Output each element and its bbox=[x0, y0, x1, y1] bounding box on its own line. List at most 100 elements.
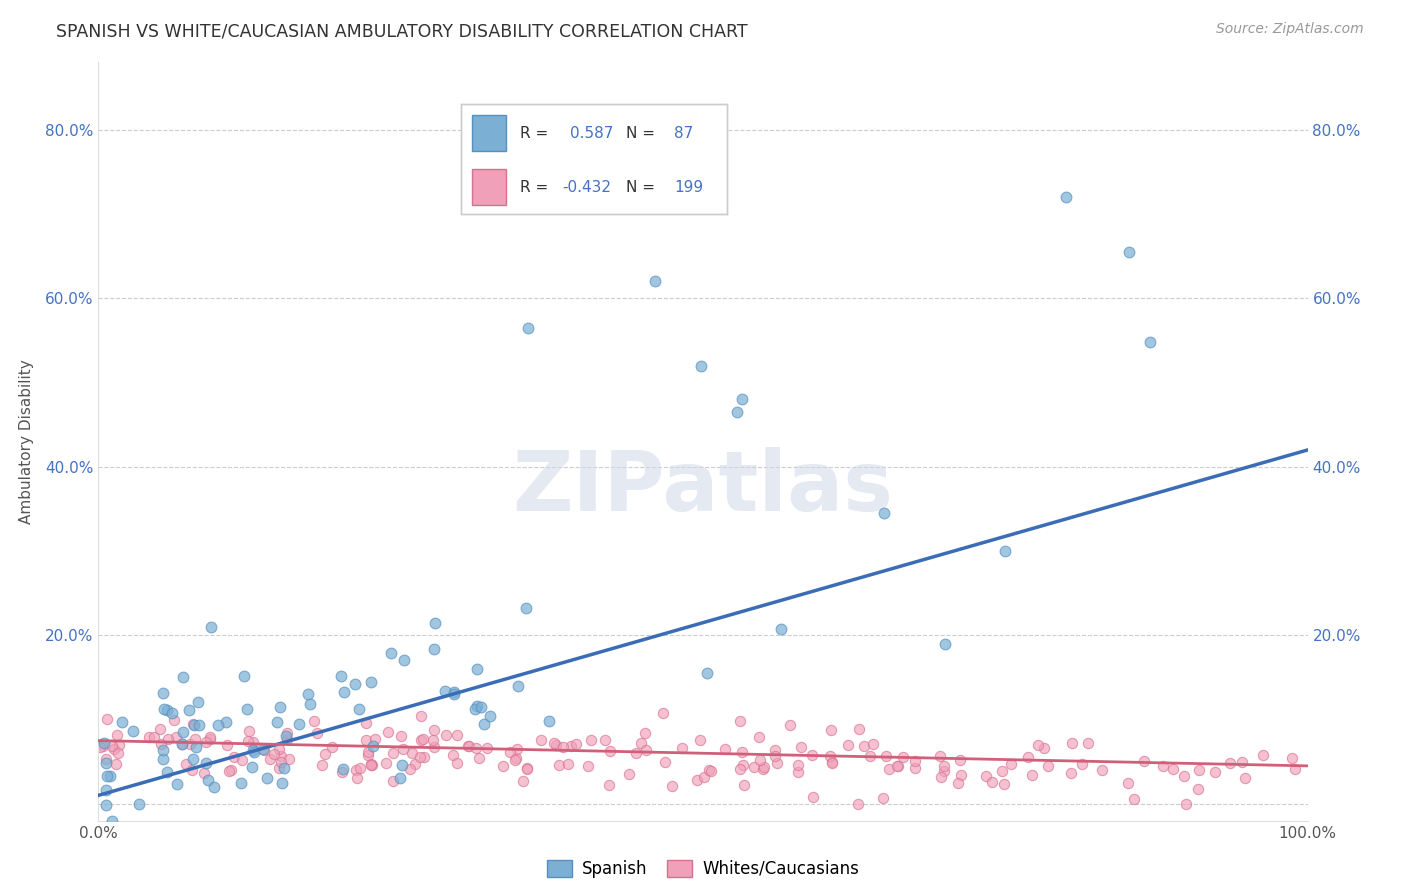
Point bbox=[96, 769, 118, 783]
Point bbox=[330, 669, 353, 683]
Point bbox=[105, 728, 128, 742]
Point bbox=[512, 773, 534, 788]
Point bbox=[949, 753, 972, 767]
Point bbox=[344, 763, 367, 777]
Point bbox=[392, 653, 415, 667]
Point bbox=[1188, 764, 1211, 778]
Point bbox=[297, 687, 319, 701]
Point bbox=[492, 759, 515, 773]
Point bbox=[548, 758, 571, 772]
Point bbox=[464, 741, 486, 756]
Point bbox=[763, 749, 786, 764]
Point bbox=[749, 753, 772, 767]
Point bbox=[886, 759, 908, 773]
Point bbox=[700, 764, 723, 778]
Point bbox=[689, 359, 711, 373]
Point bbox=[391, 729, 413, 743]
Point bbox=[193, 765, 215, 780]
Point bbox=[263, 747, 285, 761]
Point bbox=[731, 745, 754, 759]
Point bbox=[751, 762, 773, 776]
Point bbox=[685, 773, 707, 788]
Point bbox=[98, 769, 121, 783]
Point bbox=[172, 737, 194, 751]
Point bbox=[742, 760, 765, 774]
Point bbox=[929, 749, 952, 764]
Point bbox=[187, 695, 209, 709]
Point bbox=[219, 763, 242, 777]
Point bbox=[404, 757, 426, 772]
Point bbox=[859, 748, 882, 763]
Point bbox=[733, 778, 755, 792]
Point bbox=[934, 637, 956, 651]
Point bbox=[873, 506, 896, 520]
Point bbox=[1116, 776, 1139, 790]
Point bbox=[441, 747, 464, 762]
Point bbox=[1187, 781, 1209, 796]
Point bbox=[276, 726, 298, 740]
Point bbox=[787, 764, 810, 779]
Point bbox=[238, 724, 260, 739]
Point bbox=[1232, 756, 1254, 770]
Point bbox=[409, 732, 432, 747]
Point bbox=[200, 620, 222, 634]
Point bbox=[202, 780, 225, 795]
Point bbox=[183, 718, 205, 732]
Point bbox=[1139, 335, 1161, 350]
Point bbox=[593, 732, 616, 747]
Point bbox=[872, 791, 894, 805]
Point bbox=[94, 752, 117, 766]
Point bbox=[980, 775, 1002, 789]
Point bbox=[252, 742, 274, 756]
Text: ZIPatlas: ZIPatlas bbox=[513, 447, 893, 527]
Point bbox=[474, 717, 496, 731]
Point bbox=[155, 764, 177, 779]
Point bbox=[179, 737, 201, 751]
Point bbox=[714, 742, 737, 756]
Point bbox=[458, 739, 481, 753]
Point bbox=[434, 728, 457, 742]
Point bbox=[392, 742, 415, 756]
Point bbox=[91, 739, 114, 753]
Point bbox=[111, 715, 134, 730]
Point bbox=[409, 708, 432, 723]
Point bbox=[184, 731, 207, 746]
Point bbox=[346, 771, 368, 785]
Point bbox=[516, 762, 538, 776]
Point bbox=[299, 697, 322, 711]
Point bbox=[172, 670, 194, 684]
Point bbox=[875, 749, 897, 764]
Point bbox=[1281, 751, 1303, 765]
Point bbox=[288, 716, 311, 731]
Point bbox=[231, 753, 253, 767]
Point bbox=[174, 756, 197, 771]
Point bbox=[617, 767, 640, 781]
Point bbox=[422, 641, 444, 656]
Point bbox=[530, 732, 553, 747]
Point bbox=[697, 763, 720, 777]
Point bbox=[891, 750, 914, 764]
Point bbox=[347, 702, 370, 716]
Point bbox=[412, 749, 434, 764]
Point bbox=[267, 761, 290, 775]
Point bbox=[543, 736, 565, 750]
Point bbox=[1152, 759, 1174, 773]
Point bbox=[160, 706, 183, 720]
Point bbox=[93, 736, 115, 750]
Point bbox=[360, 758, 382, 772]
Point bbox=[273, 761, 295, 775]
Point bbox=[508, 679, 530, 693]
Point bbox=[374, 756, 396, 770]
Point bbox=[557, 757, 579, 772]
Point bbox=[446, 756, 468, 770]
Point bbox=[142, 730, 165, 744]
Point bbox=[380, 646, 402, 660]
Point bbox=[467, 751, 489, 765]
Point bbox=[929, 770, 952, 784]
Point bbox=[731, 392, 754, 407]
Point bbox=[1234, 771, 1257, 785]
Point bbox=[1118, 244, 1140, 259]
Point bbox=[818, 748, 841, 763]
Point bbox=[391, 758, 413, 772]
Point bbox=[361, 758, 384, 772]
